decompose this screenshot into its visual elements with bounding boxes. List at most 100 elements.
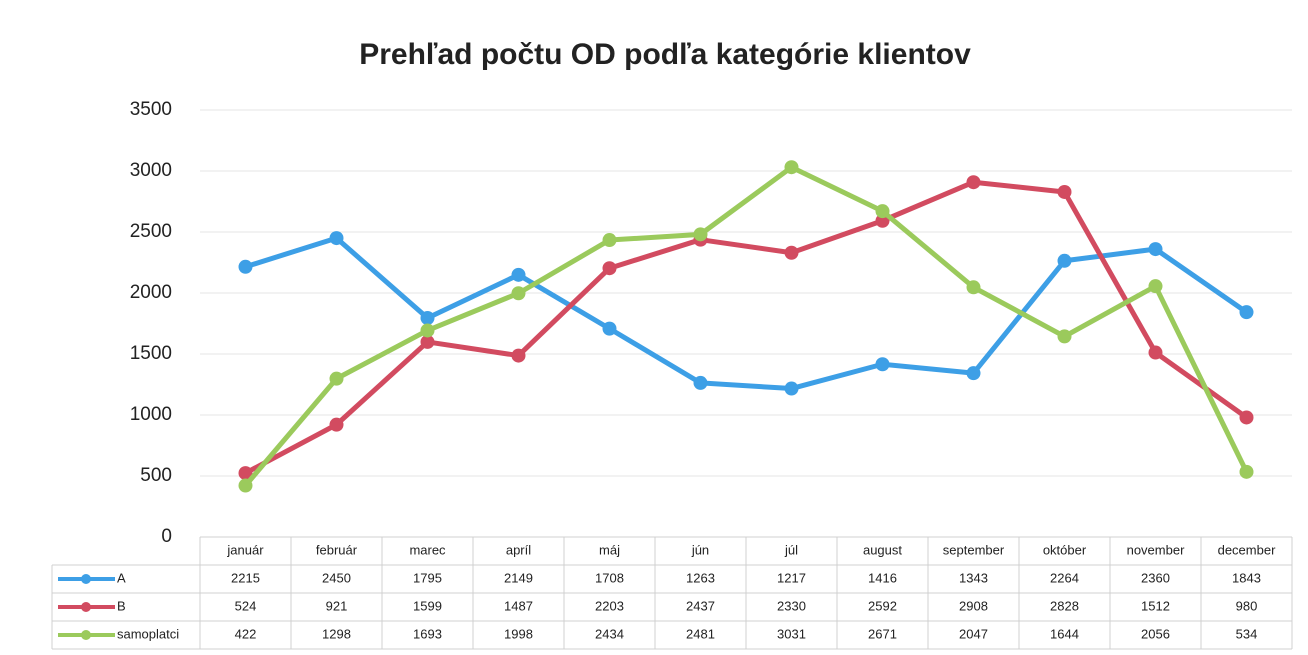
table-value: 2481 (686, 626, 715, 641)
table-value: 2215 (231, 570, 260, 585)
table-value: 921 (326, 598, 348, 613)
point (511, 286, 526, 301)
table-value: 1998 (504, 626, 533, 641)
table-value: 1343 (959, 570, 988, 585)
table-value: 2360 (1141, 570, 1170, 585)
point (602, 321, 617, 336)
point (784, 381, 799, 396)
x-tick-label: jún (691, 542, 709, 557)
x-tick-label: október (1043, 542, 1087, 557)
table-value: 2450 (322, 570, 351, 585)
legend-label: B (117, 598, 126, 613)
point (966, 366, 981, 381)
point (1148, 279, 1163, 294)
point (602, 233, 617, 248)
table-value: 1263 (686, 570, 715, 585)
point (1239, 464, 1254, 479)
legend-marker (81, 574, 91, 584)
legend-label: samoplatci (117, 626, 179, 641)
point (420, 323, 435, 338)
legend-marker (81, 630, 91, 640)
point (1239, 410, 1254, 425)
x-tick-label: september (943, 542, 1005, 557)
point (784, 160, 799, 175)
table-value: 2671 (868, 626, 897, 641)
table-value: 1487 (504, 598, 533, 613)
y-tick-label: 500 (140, 465, 172, 486)
table-value: 1512 (1141, 598, 1170, 613)
x-tick-label: august (863, 542, 902, 557)
x-tick-label: marec (409, 542, 446, 557)
point (420, 334, 435, 349)
table-value: 1217 (777, 570, 806, 585)
x-tick-label: apríl (506, 542, 531, 557)
series-line (244, 179, 1248, 476)
table-value: 534 (1236, 626, 1258, 641)
point (511, 267, 526, 282)
point (420, 311, 435, 326)
table-value: 1644 (1050, 626, 1079, 641)
point (238, 259, 253, 274)
table-value: 1795 (413, 570, 442, 585)
point (693, 227, 708, 242)
table-value: 2330 (777, 598, 806, 613)
table-value: 2828 (1050, 598, 1079, 613)
y-tick-label: 0 (161, 526, 172, 547)
point (875, 357, 890, 372)
table-value: 980 (1236, 598, 1258, 613)
point (1057, 184, 1072, 199)
y-tick-label: 2500 (130, 221, 172, 242)
point (1148, 345, 1163, 360)
y-tick-label: 3000 (130, 160, 172, 181)
table-value: 1599 (413, 598, 442, 613)
legend-label: A (117, 570, 126, 585)
table-value: 1708 (595, 570, 624, 585)
x-tick-label: november (1127, 542, 1185, 557)
point (1148, 242, 1163, 257)
x-tick-label: január (226, 542, 264, 557)
point (329, 417, 344, 432)
table-value: 3031 (777, 626, 806, 641)
table-value: 2908 (959, 598, 988, 613)
y-tick-label: 1000 (130, 404, 172, 425)
table-value: 1298 (322, 626, 351, 641)
point (238, 478, 253, 493)
point (1057, 329, 1072, 344)
table-value: 524 (235, 598, 257, 613)
table-value: 2434 (595, 626, 624, 641)
series-line (243, 164, 1249, 488)
table-value: 2437 (686, 598, 715, 613)
table-value: 2047 (959, 626, 988, 641)
table-value: 1693 (413, 626, 442, 641)
point (966, 280, 981, 295)
table-value: 2056 (1141, 626, 1170, 641)
point (966, 175, 981, 190)
table-value: 422 (235, 626, 257, 641)
point (238, 466, 253, 481)
point (875, 204, 890, 219)
y-tick-label: 1500 (130, 343, 172, 364)
point (329, 371, 344, 386)
point (1057, 253, 1072, 268)
y-tick-label: 2000 (130, 282, 172, 303)
x-tick-label: december (1218, 542, 1276, 557)
point (1239, 305, 1254, 320)
table-value: 2203 (595, 598, 624, 613)
point (602, 261, 617, 276)
legend-marker (81, 602, 91, 612)
point (784, 245, 799, 260)
table-value: 2149 (504, 570, 533, 585)
x-tick-label: máj (599, 542, 620, 557)
table-value: 2264 (1050, 570, 1079, 585)
point (693, 375, 708, 390)
series-line (244, 235, 1248, 392)
point (511, 348, 526, 363)
x-tick-label: júl (784, 542, 798, 557)
table-value: 2592 (868, 598, 897, 613)
y-tick-label: 3500 (130, 99, 172, 120)
table-value: 1843 (1232, 570, 1261, 585)
table-value: 1416 (868, 570, 897, 585)
point (329, 231, 344, 246)
chart-title: Prehľad počtu OD podľa kategórie kliento… (359, 38, 971, 71)
